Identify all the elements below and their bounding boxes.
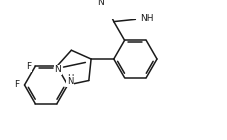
Text: NH: NH [140,14,153,23]
Text: N: N [97,0,104,7]
Text: F: F [14,80,19,89]
Text: N: N [54,65,61,74]
Text: F: F [26,62,31,71]
Text: N: N [67,77,73,86]
Text: H: H [67,74,73,83]
